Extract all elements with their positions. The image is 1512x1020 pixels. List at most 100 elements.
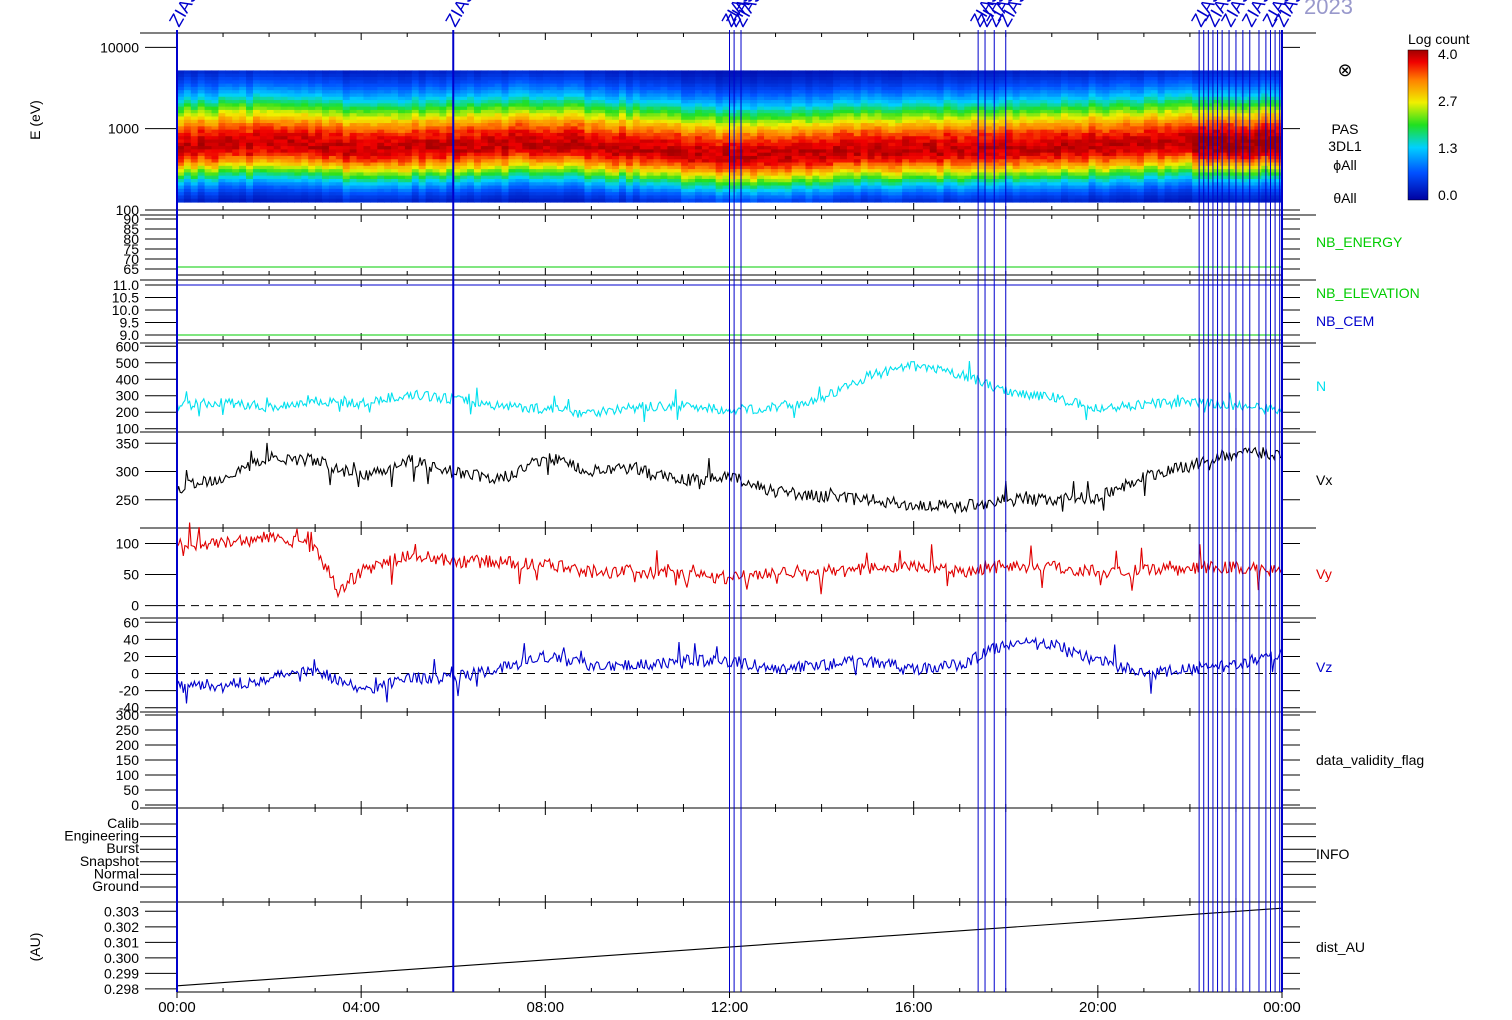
- spectrogram-cell: [674, 129, 682, 134]
- spectrogram-cell: [922, 136, 931, 141]
- spectrogram-cell: [978, 155, 986, 160]
- spectrogram-cell: [667, 93, 675, 98]
- spectrogram-cell: [964, 123, 972, 127]
- spectrogram-cell: [784, 73, 793, 78]
- spectrogram-cell: [764, 86, 772, 91]
- spectrogram-cell: [183, 132, 192, 137]
- spectrogram-cell: [515, 152, 523, 157]
- spectrogram-cell: [770, 188, 779, 193]
- spectrogram-cell: [632, 73, 641, 78]
- spectrogram-cell: [915, 152, 924, 157]
- spectrogram-cell: [909, 80, 917, 85]
- spectrogram-cell: [480, 123, 489, 127]
- spectrogram-cell: [936, 162, 945, 167]
- spectrogram-cell: [266, 155, 275, 160]
- spectrogram-cell: [985, 80, 993, 85]
- spectrogram-cell: [177, 192, 185, 197]
- spectrogram-cell: [377, 136, 385, 141]
- spectrogram-cell: [750, 195, 758, 200]
- spectrogram-cell: [978, 129, 986, 134]
- spectrogram-cell: [480, 132, 489, 137]
- spectrogram-cell: [225, 123, 233, 127]
- spectrogram-cell: [929, 96, 938, 101]
- spectrogram-cell: [701, 93, 710, 98]
- spectrogram-cell: [197, 149, 206, 154]
- spectrogram-cell: [508, 155, 517, 160]
- spectrogram-cell: [252, 169, 261, 173]
- spectrogram-cell: [259, 123, 268, 127]
- spectrogram-cell: [529, 132, 537, 137]
- spectrogram-cell: [563, 106, 572, 111]
- spectrogram-cell: [846, 123, 855, 127]
- spectrogram-cell: [432, 178, 441, 183]
- spectrogram-cell: [791, 172, 800, 177]
- spectrogram-cell: [252, 90, 261, 95]
- spectrogram-cell: [252, 100, 261, 104]
- spectrogram-cell: [812, 182, 820, 187]
- spectrogram-cell: [639, 178, 648, 183]
- spectrogram-cell: [252, 185, 261, 190]
- spectrogram-cell: [860, 185, 869, 190]
- spectrogram-cell: [833, 162, 841, 167]
- spectrogram-cell: [266, 93, 275, 98]
- spectrogram-cell: [1033, 73, 1041, 78]
- spectrogram-cell: [978, 152, 986, 157]
- spectrogram-cell: [777, 165, 786, 170]
- spectrogram-cell: [881, 106, 889, 111]
- spectrogram-cell: [688, 178, 696, 183]
- spectrogram-cell: [833, 109, 841, 114]
- spectrogram-cell: [777, 188, 786, 193]
- spectrogram-cell: [770, 80, 779, 85]
- spectrogram-cell: [791, 132, 800, 137]
- spectrogram-cell: [287, 198, 296, 203]
- spectrogram-cell: [846, 106, 855, 111]
- spectrogram-cell: [943, 165, 952, 170]
- spectrogram-cell: [701, 96, 710, 101]
- spectrogram-cell: [349, 100, 358, 104]
- spectrogram-cell: [853, 195, 862, 200]
- spectrogram-cell: [391, 123, 399, 127]
- spectrogram-cell: [729, 182, 738, 187]
- spectrogram-cell: [798, 178, 807, 183]
- spectrogram-cell: [1033, 185, 1041, 190]
- spectrogram-cell: [259, 146, 268, 150]
- spectrogram-cell: [1026, 100, 1034, 104]
- spectrogram-cell: [819, 119, 827, 124]
- spectrogram-cell: [536, 73, 544, 78]
- spectrogram-cell: [218, 119, 226, 124]
- spectrogram-cell: [998, 178, 1007, 183]
- spectrogram-cell: [280, 162, 289, 167]
- spectrogram-cell: [846, 159, 855, 164]
- spectrogram-cell: [301, 185, 309, 190]
- spectrogram-cell: [356, 93, 365, 98]
- spectrogram-cell: [294, 123, 302, 127]
- spectrogram-cell: [398, 86, 406, 91]
- spectrogram-cell: [708, 165, 717, 170]
- spectrogram-cell: [556, 106, 565, 111]
- spectrogram-cell: [218, 165, 226, 170]
- spectrogram-cell: [204, 142, 213, 147]
- spectrogram-cell: [1033, 159, 1041, 164]
- spectrogram-cell: [315, 172, 323, 177]
- spectrogram-cell: [798, 146, 807, 150]
- spectrogram-cell: [467, 192, 475, 197]
- spectrogram-cell: [708, 123, 717, 127]
- spectrogram-cell: [232, 175, 240, 180]
- spectrogram-cell: [315, 198, 323, 203]
- spectrogram-cell: [391, 175, 399, 180]
- spectrogram-cell: [653, 188, 662, 193]
- spectrogram-cell: [460, 175, 468, 180]
- spectrogram-cell: [328, 159, 337, 164]
- spectrogram-cell: [784, 172, 793, 177]
- spectrogram-cell: [715, 198, 724, 203]
- spectrogram-cell: [729, 136, 738, 141]
- spectrogram-cell: [480, 119, 489, 124]
- spectrogram-cell: [701, 126, 710, 131]
- spectrogram-cell: [736, 155, 744, 160]
- spectrogram-cell: [957, 139, 965, 144]
- spectrogram-cell: [259, 77, 268, 81]
- spectrogram-cell: [190, 113, 199, 118]
- spectrogram-cell: [812, 90, 820, 95]
- spectrogram-cell: [729, 123, 738, 127]
- spectrogram-cell: [177, 165, 185, 170]
